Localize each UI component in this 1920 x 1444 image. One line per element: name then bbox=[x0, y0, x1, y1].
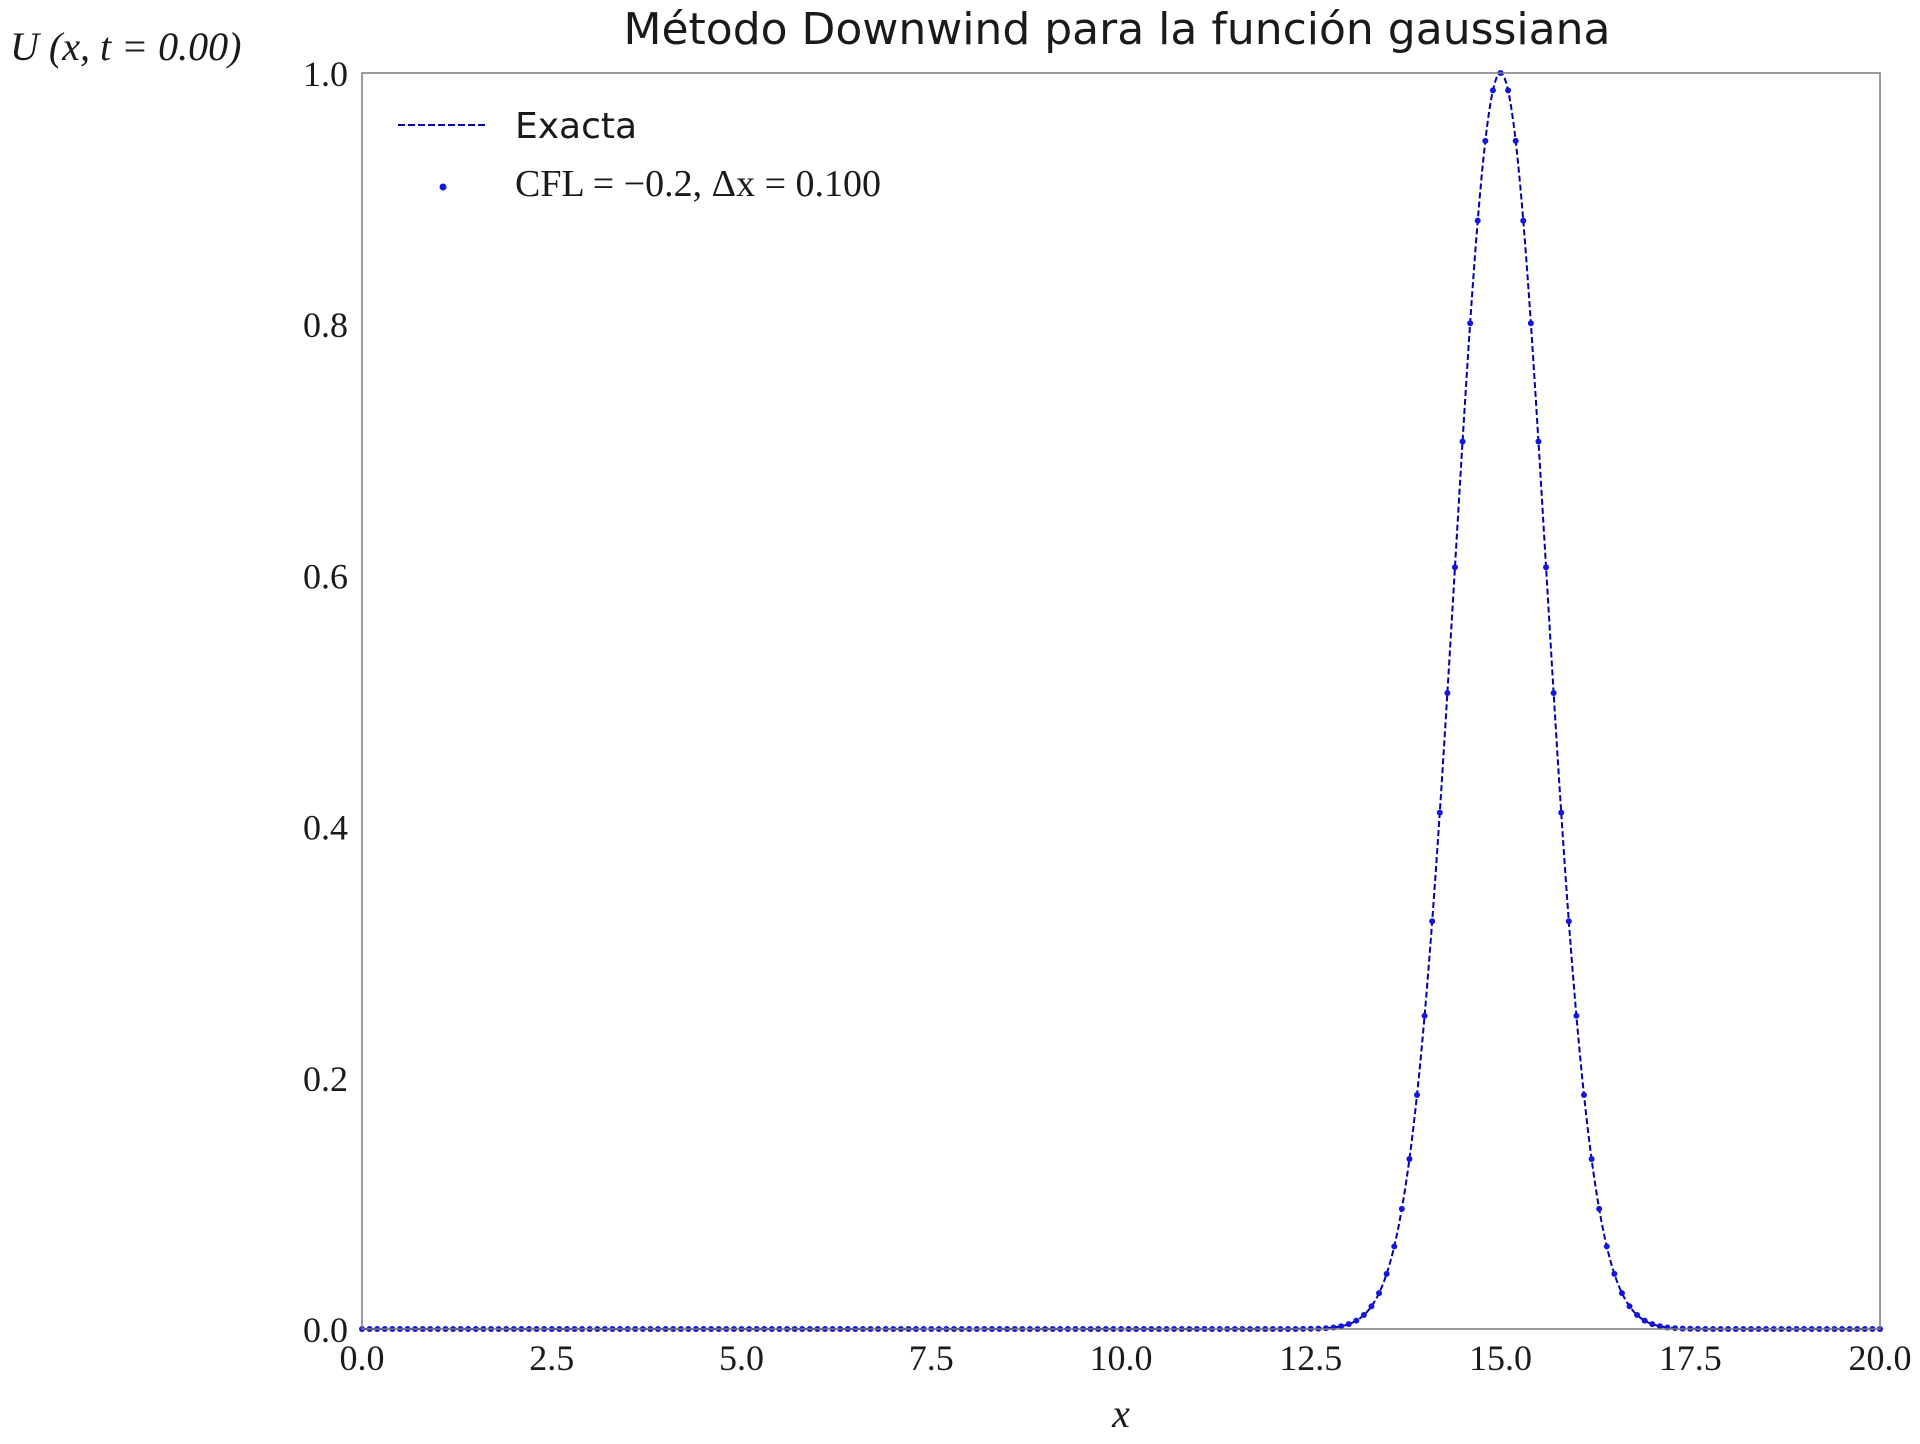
x-tick-label: 12.5 bbox=[1279, 1338, 1342, 1378]
series-cfl-point bbox=[1520, 217, 1527, 224]
series-cfl-point bbox=[1603, 1243, 1610, 1250]
series-cfl-point bbox=[1398, 1205, 1405, 1212]
series-cfl-point bbox=[1535, 438, 1542, 445]
x-tick-label: 2.5 bbox=[529, 1338, 574, 1378]
legend-dots-label: CFL = −0.2, Δx = 0.100 bbox=[515, 163, 881, 205]
series-cfl-point bbox=[1626, 1303, 1633, 1310]
series-cfl-point bbox=[1383, 1270, 1390, 1277]
axes-frame bbox=[361, 72, 1881, 1330]
series-cfl-point bbox=[1618, 1290, 1625, 1297]
series-cfl-point bbox=[1444, 690, 1451, 697]
series-cfl-point bbox=[1368, 1303, 1375, 1310]
x-axis-label: x bbox=[1111, 1391, 1130, 1436]
y-tick-label: 0.6 bbox=[303, 556, 348, 596]
series-cfl-point bbox=[1429, 918, 1436, 925]
x-tick-label: 7.5 bbox=[909, 1338, 954, 1378]
series-cfl-point bbox=[1573, 1012, 1580, 1019]
series-cfl-point bbox=[1451, 564, 1458, 571]
series-cfl-point bbox=[1406, 1156, 1413, 1163]
series-cfl-point bbox=[1467, 320, 1474, 327]
series-cfl-point bbox=[1611, 1270, 1618, 1277]
series-exacta-line bbox=[362, 71, 1880, 1330]
series-cfl-point bbox=[1527, 320, 1534, 327]
y-tick-label: 1.0 bbox=[303, 54, 348, 94]
y-tick-label: 0.4 bbox=[303, 808, 348, 848]
series-cfl-point bbox=[1596, 1205, 1603, 1212]
plot-area bbox=[359, 70, 1883, 1332]
series-cfl-point bbox=[1376, 1290, 1383, 1297]
legend-line-label: Exacta bbox=[515, 106, 637, 147]
series-cfl-point bbox=[1588, 1156, 1595, 1163]
series-cfl-point bbox=[1565, 918, 1572, 925]
tick-labels: 0.0 2.5 5.0 7.5 10.0 12.5 15.0 17.5 20.0 0.0 0.2 0.… bbox=[303, 54, 1912, 1378]
legend-dot-swatch bbox=[439, 183, 447, 191]
y-tick-label: 0.2 bbox=[303, 1059, 348, 1099]
series-cfl-point bbox=[1558, 809, 1565, 816]
series-cfl-point bbox=[1672, 1325, 1679, 1332]
y-axis-label: U (x, t = 0.00) bbox=[10, 24, 241, 69]
series-cfl-point bbox=[1421, 1012, 1428, 1019]
series-cfl-point bbox=[1505, 87, 1512, 94]
x-tick-label: 15.0 bbox=[1469, 1338, 1532, 1378]
series-cfl-point bbox=[1489, 87, 1496, 94]
series-cfl-point bbox=[1360, 1312, 1367, 1319]
series-cfl-point bbox=[1322, 1325, 1329, 1332]
series-cfl-point bbox=[1656, 1323, 1663, 1330]
x-tick-label: 5.0 bbox=[719, 1338, 764, 1378]
series-cfl-point bbox=[1641, 1317, 1648, 1324]
x-tick-label: 0.0 bbox=[340, 1338, 385, 1378]
series-cfl-point bbox=[1634, 1312, 1641, 1319]
y-tick-label: 0.8 bbox=[303, 305, 348, 345]
y-tick-label: 0.0 bbox=[303, 1310, 348, 1350]
series-cfl-point bbox=[1649, 1321, 1656, 1328]
series-cfl-point bbox=[1436, 809, 1443, 816]
series-cfl-point bbox=[1338, 1323, 1345, 1330]
series-cfl-point bbox=[1580, 1092, 1587, 1099]
series-cfl-point bbox=[1459, 438, 1466, 445]
x-tick-label: 10.0 bbox=[1090, 1338, 1153, 1378]
series-cfl-point bbox=[1550, 690, 1557, 697]
series-cfl-point bbox=[1353, 1317, 1360, 1324]
series-cfl-point bbox=[1474, 217, 1481, 224]
x-tick-label: 20.0 bbox=[1849, 1338, 1912, 1378]
series-cfl-point bbox=[1512, 137, 1519, 144]
series-cfl-point bbox=[1414, 1092, 1421, 1099]
chart-title: Método Downwind para la función gaussian… bbox=[624, 4, 1611, 55]
series-cfl-point bbox=[1391, 1243, 1398, 1250]
legend: Exacta CFL = −0.2, Δx = 0.100 bbox=[398, 106, 881, 205]
x-tick-label: 17.5 bbox=[1659, 1338, 1722, 1378]
series-cfl-point bbox=[1482, 137, 1489, 144]
series-cfl-point bbox=[1345, 1321, 1352, 1328]
series-cfl-point bbox=[1543, 564, 1550, 571]
